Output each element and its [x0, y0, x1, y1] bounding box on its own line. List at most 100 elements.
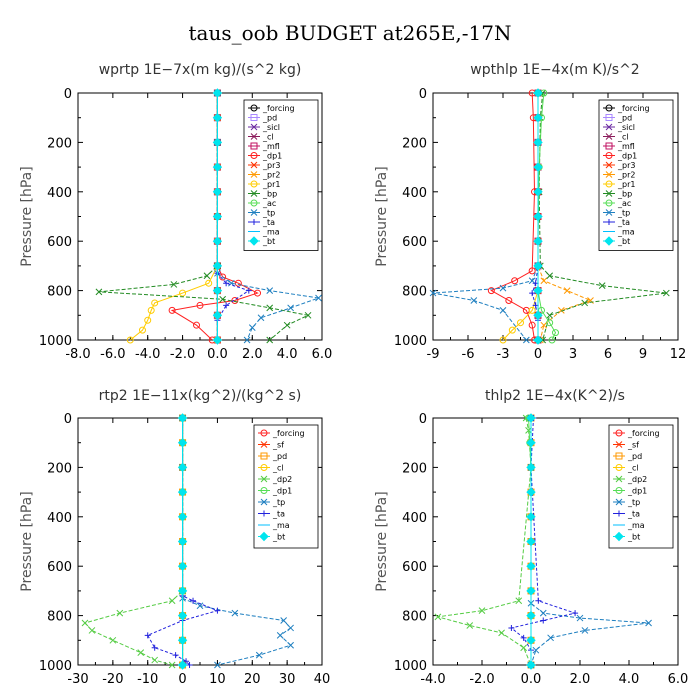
- data-point: [533, 285, 543, 296]
- data-point: [581, 627, 589, 634]
- legend-label: _dp1: [272, 487, 292, 496]
- x-tick-label: 0.0: [521, 672, 542, 687]
- data-point: [255, 651, 263, 659]
- legend-entry: _sicl: [603, 123, 635, 132]
- data-point: [276, 632, 284, 639]
- legend-entry: _bt: [258, 531, 285, 542]
- legend-label: _tp: [262, 209, 275, 218]
- y-tick-label: 0: [419, 87, 427, 102]
- legend-entry: _ma: [603, 228, 635, 237]
- series-pr2: [534, 89, 594, 344]
- x-tick-label: -10: [137, 672, 158, 687]
- data-point: [576, 614, 584, 622]
- data-point: [266, 287, 274, 294]
- legend-label: _mfl: [262, 142, 280, 151]
- data-point: [572, 610, 579, 617]
- x-tick-label: 12: [670, 347, 687, 362]
- data-point: [287, 624, 294, 632]
- data-point: [466, 622, 474, 629]
- legend-entry: _tp: [613, 498, 640, 507]
- legend: _forcing _sf _pd _cl _dp2 _dp1 _tp _ta _ma _bt: [253, 424, 319, 549]
- legend-entry: _ta: [603, 218, 630, 227]
- data-point: [266, 336, 274, 344]
- series-line: [437, 417, 532, 666]
- data-point: [248, 324, 256, 332]
- data-point: [499, 307, 507, 314]
- panel-4: thlp2 1E−4x(K^2)/s Pressure [hPa] -4.0 -2.0…: [374, 388, 688, 687]
- x-tick-label: 6: [604, 347, 612, 362]
- legend-entry: _dp1: [613, 487, 647, 496]
- data-point: [508, 624, 515, 631]
- x-tick-label: -8.0: [65, 347, 90, 362]
- data-point: [520, 644, 528, 652]
- series-dp1: [487, 89, 538, 344]
- legend-label: _cl: [627, 464, 639, 473]
- series-line: [537, 93, 592, 341]
- data-point: [546, 319, 554, 327]
- legend-entry: _bt: [248, 236, 275, 246]
- legend-entry: _pr3: [248, 161, 280, 170]
- legend-label: _pr3: [262, 161, 280, 170]
- data-point: [177, 487, 188, 497]
- data-point: [179, 289, 187, 297]
- panel-1: wprtp 1E−7x(m kg)/(s^2 kg) Pressure [hPa]…: [19, 62, 332, 362]
- data-point: [151, 644, 158, 651]
- data-point: [522, 414, 530, 422]
- x-tick-label: 0: [178, 672, 186, 687]
- data-point: [505, 296, 513, 304]
- y-axis-label: Pressure [hPa]: [19, 166, 35, 266]
- series-dp2: [81, 414, 186, 669]
- data-point: [315, 294, 322, 302]
- legend-label: _forcing: [262, 104, 295, 113]
- data-point: [196, 301, 204, 309]
- legend-label: _sf: [627, 441, 639, 450]
- panel-title: wpthlp 1E−4x(m K)/s^2: [470, 62, 639, 78]
- data-point: [243, 336, 251, 344]
- x-tick-label: 20: [244, 672, 261, 687]
- legend-label: _dp1: [262, 152, 282, 161]
- series-pr1: [126, 89, 221, 344]
- legend-entry: _tp: [258, 498, 285, 507]
- x-tick-label: -9: [427, 347, 440, 362]
- legend-entry: _dp1: [258, 487, 292, 496]
- data-point: [223, 280, 230, 287]
- data-point: [552, 329, 559, 337]
- legend-label: _bp: [262, 190, 277, 199]
- data-point: [478, 607, 486, 615]
- legend-entry: _bt: [613, 531, 640, 542]
- x-tick-label: -2.0: [170, 347, 195, 362]
- legend-entry: _ta: [248, 218, 275, 227]
- data-point: [212, 162, 223, 172]
- data-point: [526, 561, 536, 571]
- legend-entry: _dp1: [248, 152, 282, 161]
- series-line: [129, 93, 218, 341]
- legend-entry: _ma: [248, 228, 280, 237]
- data-point: [177, 437, 188, 448]
- y-tick-label: 200: [47, 136, 72, 151]
- x-tick-label: 40: [314, 672, 331, 687]
- data-point: [81, 619, 89, 627]
- legend-entry: _cl: [258, 464, 284, 473]
- legend-entry: _bp: [603, 190, 632, 199]
- legend-entry: _cl: [613, 464, 639, 473]
- data-point: [177, 635, 188, 646]
- data-point: [526, 635, 536, 646]
- series-bt: [526, 413, 536, 670]
- data-point: [526, 487, 536, 497]
- data-point: [177, 462, 188, 473]
- data-point: [526, 586, 536, 596]
- legend-entry: _pr1: [603, 180, 635, 189]
- legend-label: _dp2: [627, 475, 647, 484]
- data-point: [529, 290, 536, 297]
- series-bt: [533, 88, 543, 345]
- x-tick-label: 3: [569, 347, 577, 362]
- x-tick-label: 6.0: [668, 672, 689, 687]
- data-point: [498, 629, 505, 637]
- data-point: [522, 336, 530, 344]
- x-tick-label: 30: [279, 672, 296, 687]
- data-point: [168, 597, 176, 605]
- data-point: [528, 267, 536, 275]
- data-point: [212, 310, 223, 321]
- legend-label: _tp: [627, 498, 640, 507]
- legend-label: _bp: [617, 190, 632, 199]
